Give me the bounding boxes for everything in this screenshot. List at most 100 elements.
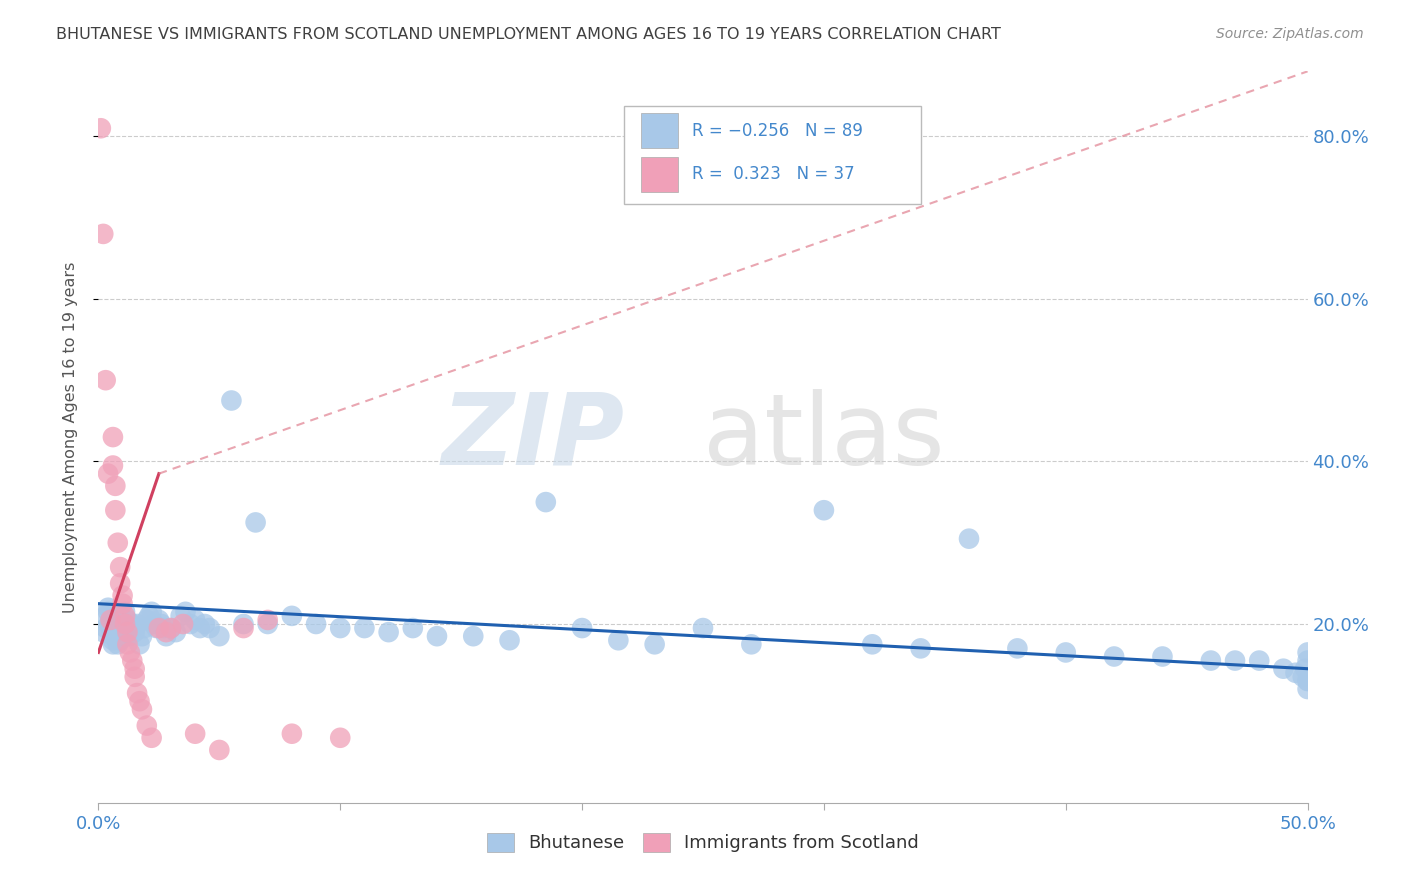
Point — [402, 621, 425, 635]
Point — [101, 458, 124, 473]
Point — [100, 621, 122, 635]
Point — [104, 617, 127, 632]
Point — [740, 637, 762, 651]
Point — [94, 373, 117, 387]
Text: ZIP: ZIP — [441, 389, 624, 485]
Point — [143, 617, 166, 632]
Point — [232, 621, 254, 635]
Point — [534, 495, 557, 509]
Point — [100, 613, 122, 627]
Point — [134, 621, 156, 635]
Point — [101, 637, 124, 651]
Point — [128, 637, 150, 651]
Point — [1296, 681, 1319, 696]
Bar — [641, 156, 678, 192]
Point — [194, 617, 217, 632]
Point — [114, 629, 136, 643]
Point — [100, 613, 122, 627]
Point — [498, 633, 520, 648]
Point — [150, 617, 173, 632]
Point — [198, 621, 221, 635]
Point — [127, 617, 149, 632]
FancyBboxPatch shape — [624, 106, 921, 204]
Point — [108, 560, 131, 574]
Point — [174, 605, 197, 619]
Point — [127, 686, 149, 700]
Text: Source: ZipAtlas.com: Source: ZipAtlas.com — [1216, 27, 1364, 41]
Point — [256, 617, 278, 632]
Point — [172, 617, 194, 632]
Point — [160, 621, 183, 635]
Point — [221, 393, 243, 408]
Point — [1249, 654, 1271, 668]
Point — [305, 617, 328, 632]
Point — [1296, 645, 1319, 659]
Point — [107, 637, 129, 651]
Point — [1007, 641, 1029, 656]
Point — [90, 121, 112, 136]
Point — [104, 625, 127, 640]
Point — [232, 617, 254, 632]
Point — [148, 613, 170, 627]
Point — [91, 625, 114, 640]
Point — [117, 637, 139, 651]
Point — [148, 621, 170, 635]
Point — [329, 731, 352, 745]
Legend: Bhutanese, Immigrants from Scotland: Bhutanese, Immigrants from Scotland — [479, 826, 927, 860]
Point — [1284, 665, 1306, 680]
Point — [426, 629, 449, 643]
Point — [1296, 654, 1319, 668]
Point — [97, 605, 120, 619]
Point — [107, 535, 129, 549]
Point — [208, 743, 231, 757]
Point — [281, 727, 304, 741]
Point — [353, 621, 375, 635]
Point — [1296, 673, 1319, 688]
Point — [910, 641, 932, 656]
Text: R =  0.323   N = 37: R = 0.323 N = 37 — [692, 165, 855, 183]
Point — [104, 479, 127, 493]
Point — [128, 694, 150, 708]
Point — [377, 625, 399, 640]
Point — [101, 629, 124, 643]
Point — [101, 633, 124, 648]
Text: atlas: atlas — [703, 389, 945, 485]
Point — [108, 633, 131, 648]
Point — [97, 600, 120, 615]
Point — [107, 629, 129, 643]
Point — [121, 617, 143, 632]
Point — [118, 629, 141, 643]
Point — [117, 625, 139, 640]
Point — [131, 702, 153, 716]
Point — [114, 617, 136, 632]
Point — [100, 617, 122, 632]
Point — [104, 503, 127, 517]
Point — [256, 613, 278, 627]
Point — [124, 625, 146, 640]
Point — [1223, 654, 1246, 668]
Point — [101, 430, 124, 444]
Point — [135, 613, 157, 627]
Point — [135, 718, 157, 732]
Point — [957, 532, 980, 546]
Point — [208, 629, 231, 643]
Point — [114, 605, 136, 619]
Point — [571, 621, 593, 635]
Point — [1292, 670, 1315, 684]
Point — [1054, 645, 1077, 659]
Point — [160, 621, 183, 635]
Point — [111, 617, 134, 632]
Y-axis label: Unemployment Among Ages 16 to 19 years: Unemployment Among Ages 16 to 19 years — [63, 261, 77, 613]
Point — [111, 589, 134, 603]
Point — [329, 621, 352, 635]
Point — [94, 608, 117, 623]
Point — [117, 621, 139, 635]
Text: R = −0.256   N = 89: R = −0.256 N = 89 — [692, 121, 863, 140]
Point — [692, 621, 714, 635]
Point — [155, 625, 177, 640]
Point — [97, 467, 120, 481]
Point — [114, 608, 136, 623]
Point — [644, 637, 666, 651]
Point — [108, 576, 131, 591]
Point — [1199, 654, 1222, 668]
